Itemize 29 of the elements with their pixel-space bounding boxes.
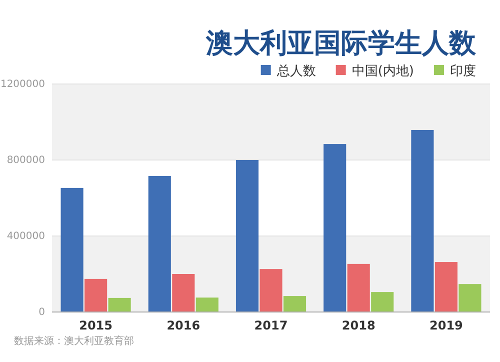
bar bbox=[347, 264, 370, 312]
bar bbox=[434, 262, 458, 312]
bar bbox=[260, 269, 282, 312]
x-tick-label: 2015 bbox=[79, 318, 113, 332]
bar bbox=[196, 298, 218, 312]
bar bbox=[236, 160, 259, 312]
bar bbox=[60, 188, 84, 312]
source-note: 数据来源：澳大利亚教育部 bbox=[14, 335, 134, 347]
bar bbox=[108, 298, 131, 312]
legend-label: 印度 bbox=[450, 63, 476, 79]
x-tick-label: 2017 bbox=[254, 318, 288, 332]
bar bbox=[172, 274, 195, 312]
y-tick-label: 400000 bbox=[6, 231, 45, 242]
bar bbox=[148, 176, 171, 312]
bar bbox=[84, 278, 108, 312]
legend-label: 总人数 bbox=[276, 64, 316, 79]
legend-label: 中国(内地) bbox=[352, 64, 414, 79]
y-tick-label: 1200000 bbox=[0, 79, 45, 90]
x-tick-label: 2018 bbox=[342, 318, 376, 332]
bar bbox=[371, 292, 394, 312]
bar bbox=[411, 130, 434, 312]
bar bbox=[458, 284, 482, 312]
x-tick-label: 2019 bbox=[429, 318, 463, 332]
bar bbox=[283, 296, 306, 312]
bar bbox=[324, 144, 346, 312]
y-tick-label: 0 bbox=[38, 307, 45, 318]
x-tick-label: 2016 bbox=[166, 318, 200, 332]
y-tick-label: 800000 bbox=[6, 155, 45, 166]
chart-title: 澳大利亚国际学生人数 bbox=[205, 28, 477, 59]
